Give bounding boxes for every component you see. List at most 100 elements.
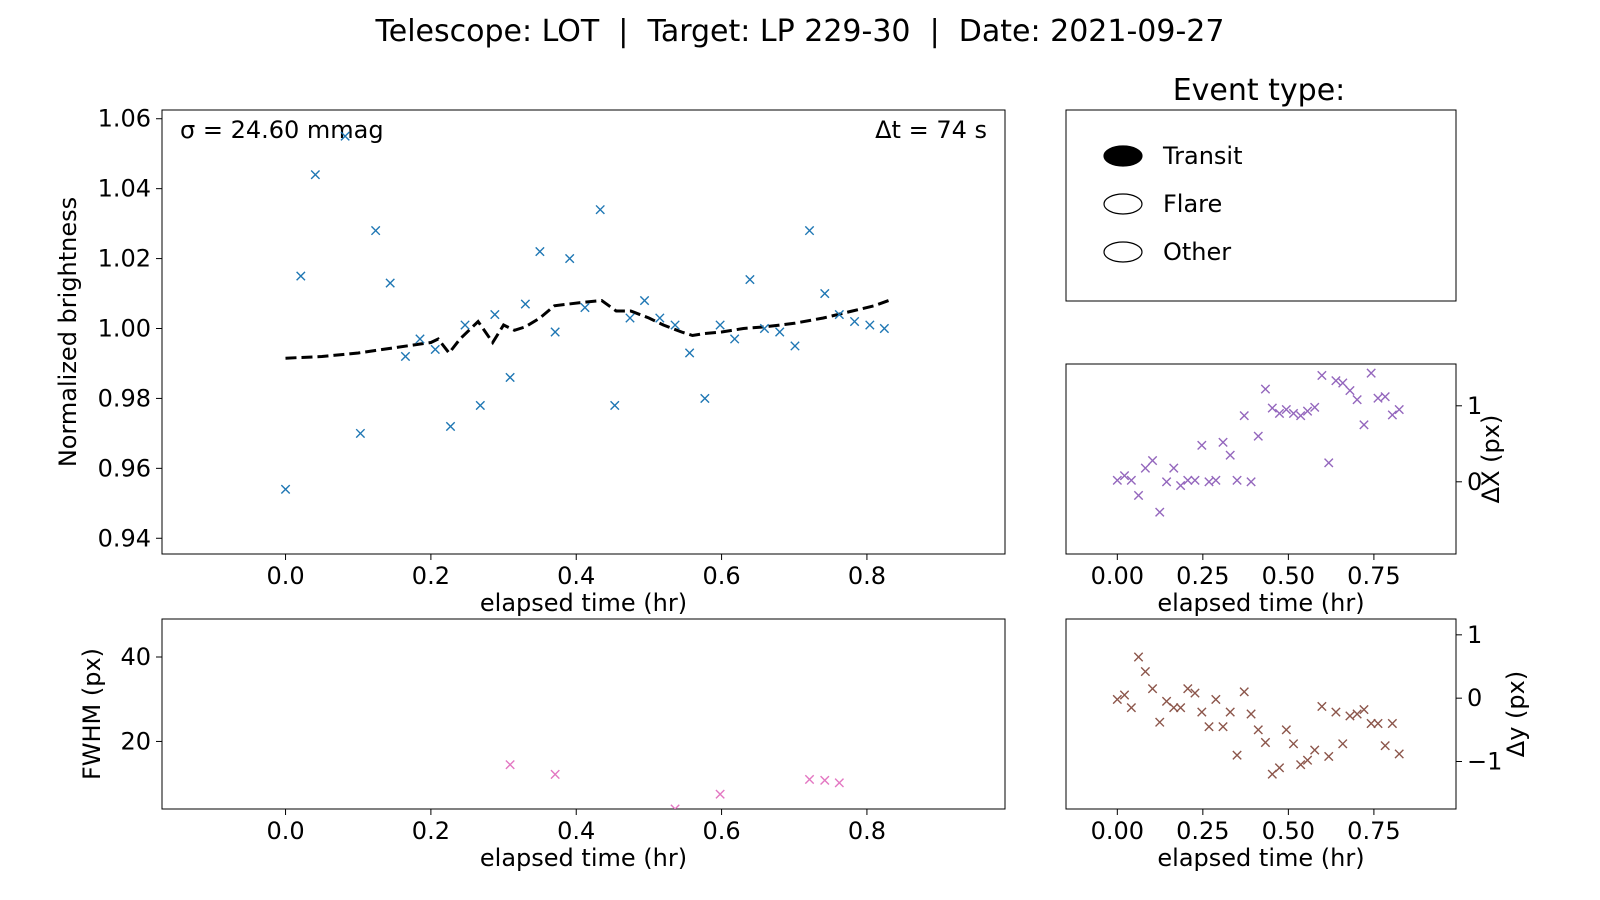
y-tick-label: 40 — [120, 643, 151, 671]
data-point — [1288, 739, 1299, 749]
data-point — [340, 131, 350, 141]
data-point — [1218, 721, 1228, 732]
y-tick-label: 0.94 — [98, 524, 151, 552]
data-point — [729, 334, 740, 344]
y-axis-label: Δy (px) — [1502, 671, 1530, 757]
data-point — [1218, 437, 1228, 447]
event-option-flare[interactable]: Flare — [1103, 190, 1222, 218]
event-option-label: Other — [1163, 238, 1231, 266]
y-axis-label: ΔX (px) — [1477, 415, 1505, 504]
fit-line — [285, 298, 890, 360]
data-point — [1302, 755, 1313, 765]
data-point — [1225, 707, 1235, 717]
data-point — [535, 246, 545, 257]
data-point — [1295, 410, 1306, 421]
x-tick-label: 0.25 — [1176, 562, 1229, 590]
data-point — [310, 169, 321, 180]
data-point — [1211, 694, 1221, 705]
data-point — [715, 789, 725, 799]
data-point — [460, 320, 470, 330]
x-axis-label: elapsed time (hr) — [1157, 589, 1364, 617]
radio-other-icon[interactable] — [1103, 241, 1143, 263]
event-option-other[interactable]: Other — [1103, 238, 1231, 266]
legend-box — [1065, 109, 1457, 302]
data-point — [564, 253, 575, 264]
data-point — [1190, 688, 1200, 698]
x-tick-label: 0.00 — [1091, 562, 1144, 590]
data-point — [1366, 368, 1376, 378]
data-point — [1190, 475, 1200, 485]
data-point — [865, 320, 875, 330]
radio-transit-icon[interactable] — [1103, 145, 1143, 167]
plot-frame — [161, 618, 1006, 810]
data-point — [1352, 395, 1362, 405]
data-point — [1387, 718, 1398, 729]
data-point — [1239, 410, 1249, 421]
data-point — [595, 204, 605, 215]
y-axis-label: Normalized brightness — [54, 197, 82, 467]
data-point — [804, 774, 815, 785]
data-point — [1338, 739, 1348, 749]
y-tick-label: 1.06 — [98, 105, 151, 133]
data-point — [370, 225, 381, 236]
data-point — [355, 428, 366, 439]
data-point — [1359, 704, 1369, 715]
data-point — [415, 334, 425, 344]
event-type-legend: Event type: Transit Flare Other — [1065, 73, 1457, 302]
data-point — [1175, 480, 1186, 491]
x-tick-label: 0.50 — [1262, 817, 1315, 845]
data-point — [1161, 477, 1172, 487]
data-point — [1352, 709, 1362, 719]
data-point — [684, 348, 695, 358]
y-tick-label: 0.96 — [98, 454, 151, 482]
data-point — [1394, 404, 1404, 415]
data-point — [385, 278, 395, 288]
data-point — [849, 316, 860, 327]
data-series — [280, 131, 890, 495]
plot-frame — [1065, 618, 1457, 810]
data-point — [1288, 408, 1299, 419]
data-point — [1239, 687, 1249, 697]
data-point — [1317, 370, 1327, 381]
x-tick-label: 0.2 — [412, 817, 450, 845]
data-point — [1359, 420, 1369, 430]
data-point — [670, 804, 680, 809]
data-point — [1380, 391, 1390, 402]
data-point — [655, 313, 665, 323]
data-series — [505, 759, 845, 809]
y-tick-label: 1.02 — [98, 245, 151, 273]
y-tick-label: 20 — [120, 727, 151, 755]
data-point — [550, 327, 560, 337]
event-option-label: Transit — [1162, 142, 1243, 170]
data-point — [505, 372, 515, 383]
data-point — [759, 323, 770, 334]
x-tick-label: 0.50 — [1262, 562, 1315, 590]
dy-panel: 0.00 0.25 0.50 0.75 −1 0 1 elapsed time (hr) Δy … — [1065, 618, 1530, 872]
data-series — [1112, 368, 1404, 517]
y-tick-label: 1.00 — [98, 315, 151, 343]
y-tick-label: 1 — [1467, 621, 1482, 649]
data-point — [1183, 683, 1193, 694]
data-point — [1373, 393, 1383, 403]
radio-flare-icon[interactable] — [1103, 193, 1143, 215]
data-point — [1183, 475, 1193, 485]
data-point — [834, 309, 845, 320]
data-point — [505, 759, 515, 770]
data-point — [1225, 450, 1235, 460]
legend-title: Event type: — [1173, 73, 1346, 108]
data-point — [1112, 475, 1123, 485]
x-axis-label: elapsed time (hr) — [1157, 844, 1364, 872]
data-point — [1126, 475, 1137, 485]
data-point — [296, 271, 306, 281]
y-tick-label: 0.98 — [98, 384, 151, 412]
data-point — [1204, 721, 1214, 732]
event-option-transit[interactable]: Transit — [1103, 142, 1243, 170]
data-point — [445, 421, 456, 432]
data-point — [820, 288, 830, 299]
event-option-label: Flare — [1163, 190, 1222, 218]
data-point — [1147, 455, 1158, 466]
x-tick-label: 0.8 — [848, 562, 886, 590]
data-point — [1373, 718, 1383, 729]
data-point — [1310, 745, 1320, 755]
